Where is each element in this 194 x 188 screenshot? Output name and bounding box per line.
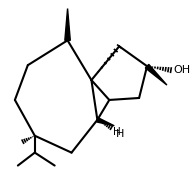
Text: H: H	[116, 129, 125, 139]
Polygon shape	[97, 118, 114, 126]
Text: H: H	[113, 127, 121, 137]
Polygon shape	[65, 8, 70, 40]
Polygon shape	[145, 64, 167, 85]
Text: OH: OH	[173, 65, 190, 75]
